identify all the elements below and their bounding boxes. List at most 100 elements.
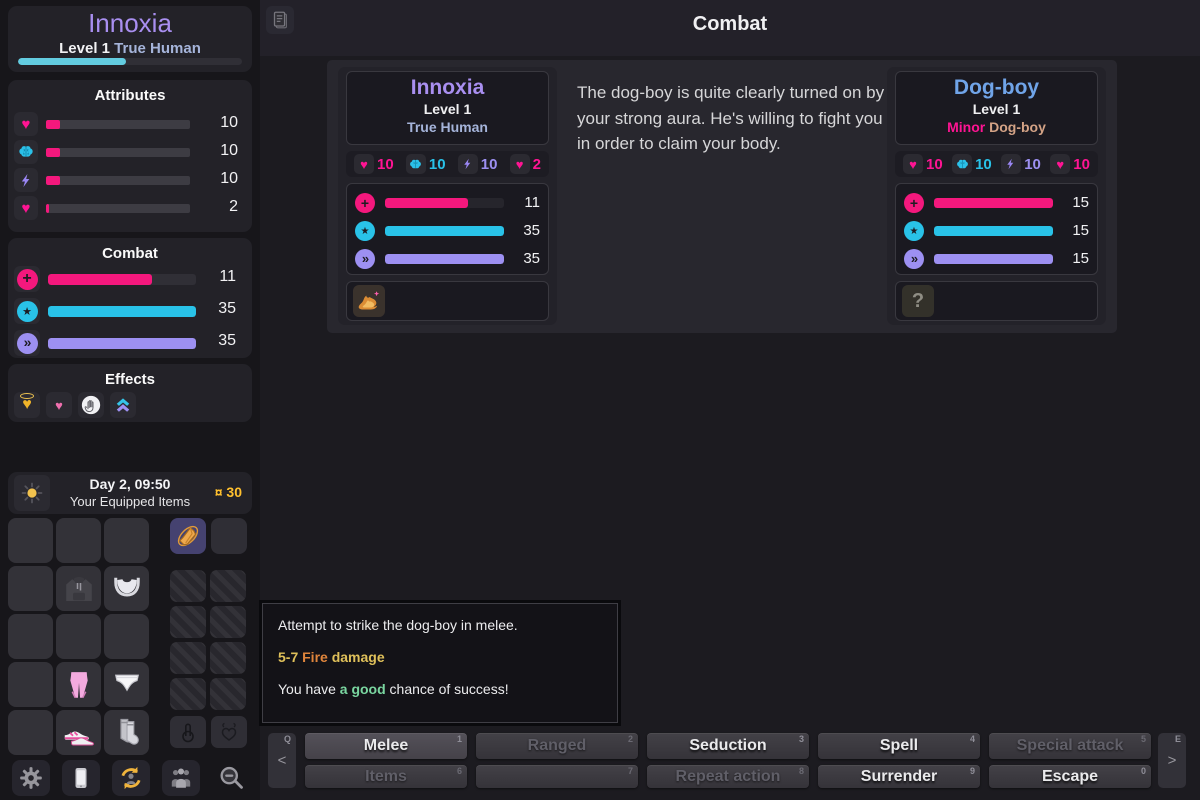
action-button-seduction[interactable]: Seduction 3 xyxy=(647,733,809,759)
currency-value: 30 xyxy=(226,484,242,500)
condom-icon xyxy=(182,723,194,743)
next-page-hotkey: E xyxy=(1174,734,1181,744)
player-stat-chips: ♥ 10 10 10 ♥ 2 xyxy=(346,151,549,177)
journal-button[interactable] xyxy=(266,6,294,34)
bar-fill xyxy=(46,204,49,213)
unarmed-hand-icon[interactable] xyxy=(78,392,104,418)
health-row: + 11 xyxy=(8,266,252,292)
unknown-effect-icon[interactable]: ? xyxy=(902,285,934,317)
clothing-slot-leggings[interactable] xyxy=(56,662,101,707)
intelligence-chip-value: 10 xyxy=(975,155,992,173)
enemy-action-row: » 15 xyxy=(896,249,1097,271)
bar-fill xyxy=(48,306,196,317)
player-action-bar xyxy=(385,254,504,264)
action-button-special-attack[interactable]: Special attack 5 xyxy=(989,733,1151,759)
action-hotkey: 3 xyxy=(798,734,804,744)
clothing-slot-empty[interactable] xyxy=(104,518,149,563)
action-button-escape[interactable]: Escape 0 xyxy=(989,765,1151,788)
bar-fill xyxy=(46,148,61,157)
action-button-repeat-action[interactable]: Repeat action 8 xyxy=(647,765,809,788)
bar-fill xyxy=(46,176,61,185)
health-cross-icon: + xyxy=(904,193,924,213)
player-card: Innoxia Level 1 True Human ♥ 10 10 10 ♥ 2 … xyxy=(338,67,557,325)
physique-heart-icon: ♥ xyxy=(14,112,38,136)
blocked-slot xyxy=(210,642,246,674)
switch-character-button[interactable] xyxy=(112,760,150,796)
action-label: Melee xyxy=(363,737,409,754)
action-button-items[interactable]: Items 6 xyxy=(305,765,467,788)
action-hotkey: 5 xyxy=(1140,734,1146,744)
blocked-slot xyxy=(210,606,246,638)
zoom-out-icon xyxy=(220,766,243,789)
action-button-melee[interactable]: Melee 1 xyxy=(305,733,467,759)
action-button-ranged[interactable]: Ranged 2 xyxy=(476,733,638,759)
blocked-slot xyxy=(170,678,206,710)
panties-icon xyxy=(114,674,139,691)
clothing-slot-empty[interactable] xyxy=(56,518,101,563)
clothing-slot-empty[interactable] xyxy=(8,566,53,611)
weapon-slot-offhand-empty[interactable] xyxy=(211,518,247,554)
enemy-race: Dog-boy xyxy=(989,119,1046,135)
blocked-slots-grid xyxy=(170,570,246,710)
player-name: Innoxia xyxy=(410,76,485,99)
pure-virgin-heart-icon[interactable]: ♥ xyxy=(14,392,40,418)
accessory-slot[interactable] xyxy=(211,716,247,748)
action-hotkey: 0 xyxy=(1140,766,1146,776)
player-name-plate: Innoxia Level 1 True Human xyxy=(346,71,549,145)
tooltip-damage-line: 5-7 Fire damage xyxy=(278,649,602,665)
zoom-out-button[interactable] xyxy=(212,760,250,796)
clothing-slot-empty[interactable] xyxy=(8,614,53,659)
action-label: Special attack xyxy=(1016,737,1124,754)
enemy-race-line: Minor Dog-boy xyxy=(896,119,1097,135)
action-button-empty[interactable]: 7 xyxy=(476,765,638,788)
weapon-slot-fire-crystal[interactable] xyxy=(170,518,206,554)
corruption-heart-icon: ♥ xyxy=(509,154,530,174)
aroused-heart-icon[interactable]: ♥ xyxy=(46,392,72,418)
previous-page-button[interactable]: < Q xyxy=(268,733,296,788)
intelligence-value: 10 xyxy=(220,142,238,159)
clothing-slot-sports-bra[interactable] xyxy=(104,566,149,611)
intelligence-brain-icon xyxy=(952,154,973,174)
clothing-slot-sneakers[interactable] xyxy=(56,710,101,755)
player-status-effects-plate xyxy=(346,281,549,321)
character-name: Innoxia xyxy=(88,8,172,38)
enemy-level: Level 1 xyxy=(972,101,1021,117)
enemy-stat-chips: ♥ 10 10 10 ♥ 10 xyxy=(895,151,1098,177)
intelligence-bar xyxy=(46,148,190,157)
clothing-slot-hoodie[interactable] xyxy=(56,566,101,611)
clothing-slot-socks[interactable] xyxy=(104,710,149,755)
party-button[interactable] xyxy=(162,760,200,796)
corruption-heart-icon: ♥ xyxy=(1050,154,1071,174)
player-health-row: + 11 xyxy=(347,193,548,215)
next-page-button[interactable]: > E xyxy=(1158,733,1186,788)
action-label: Items xyxy=(365,767,407,785)
weather-sun-icon[interactable] xyxy=(14,475,50,511)
settings-gear-button[interactable] xyxy=(12,760,50,796)
action-button-spell[interactable]: Spell 4 xyxy=(818,733,980,759)
intelligence-chip-value: 10 xyxy=(428,155,446,173)
clothing-slot-empty[interactable] xyxy=(56,614,101,659)
clothing-slot-empty[interactable] xyxy=(8,710,53,755)
fire-enchantment-icon[interactable] xyxy=(353,285,385,317)
phone-button[interactable] xyxy=(62,760,100,796)
clothing-slot-panties[interactable] xyxy=(104,662,149,707)
combat-title: Combat xyxy=(102,245,158,262)
speed-up-chevrons-icon[interactable] xyxy=(110,392,136,418)
effects-title: Effects xyxy=(104,371,156,388)
switch-character-icon xyxy=(121,766,141,790)
action-button-surrender[interactable]: Surrender 9 xyxy=(818,765,980,788)
condom-slot[interactable] xyxy=(170,716,206,748)
weapon-slots xyxy=(170,518,247,554)
effects-panel: Effects ♥ ♥ xyxy=(8,364,252,422)
halo xyxy=(20,393,34,399)
fitness-bar xyxy=(46,176,190,185)
action-hotkey: 9 xyxy=(969,766,975,776)
previous-page-hotkey: Q xyxy=(283,734,291,744)
fitness-bolt-icon xyxy=(457,154,478,174)
action-points-value: 35 xyxy=(218,332,236,349)
clothing-slot-empty[interactable] xyxy=(8,662,53,707)
clothing-slot-empty[interactable] xyxy=(104,614,149,659)
hoodie-icon xyxy=(65,576,92,601)
clothing-slot-empty[interactable] xyxy=(8,518,53,563)
